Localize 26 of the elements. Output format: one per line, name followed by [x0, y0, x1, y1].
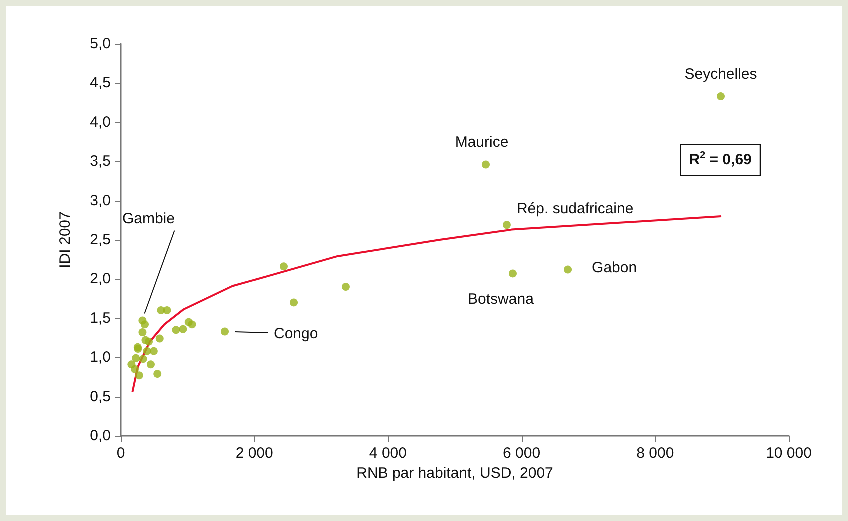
annotation: Maurice [455, 134, 509, 152]
annotation: Gambie [122, 210, 175, 228]
annotation: Gabon [592, 259, 638, 276]
annotation: Seychelles [684, 66, 758, 84]
annotation: Congo [274, 326, 318, 342]
x-tick-label: 0 [116, 445, 126, 462]
y-tick-label: 1,5 [90, 310, 111, 327]
y-tick-label: 5,0 [90, 36, 111, 52]
y-tick-label: 2,5 [90, 232, 111, 248]
y-tick-label: 0,5 [90, 388, 111, 406]
y-axis-title: IDI 2007 [57, 212, 74, 268]
y-tick-label: 4,5 [90, 74, 111, 92]
y-tick-label: 3,0 [90, 192, 111, 210]
x-tick-label: 6 000 [503, 445, 541, 462]
y-tick-label: 4,0 [90, 114, 111, 131]
y-tick-label: 0,0 [90, 428, 111, 444]
x-tick-label: 10 000 [766, 445, 812, 462]
annotation: Rép. sudafricaine [516, 200, 634, 218]
y-tick-label: 2,0 [90, 270, 111, 288]
x-tick-label: 2 000 [236, 445, 274, 462]
x-tick-label: 8 000 [636, 445, 674, 462]
x-axis-title: RNB par habitant, USD, 2007 [356, 465, 554, 482]
y-tick-label: 3,5 [90, 153, 111, 170]
y-tick-label: 1,0 [90, 349, 111, 366]
x-tick-label: 4 000 [369, 445, 407, 462]
annotation: Botswana [468, 291, 535, 308]
